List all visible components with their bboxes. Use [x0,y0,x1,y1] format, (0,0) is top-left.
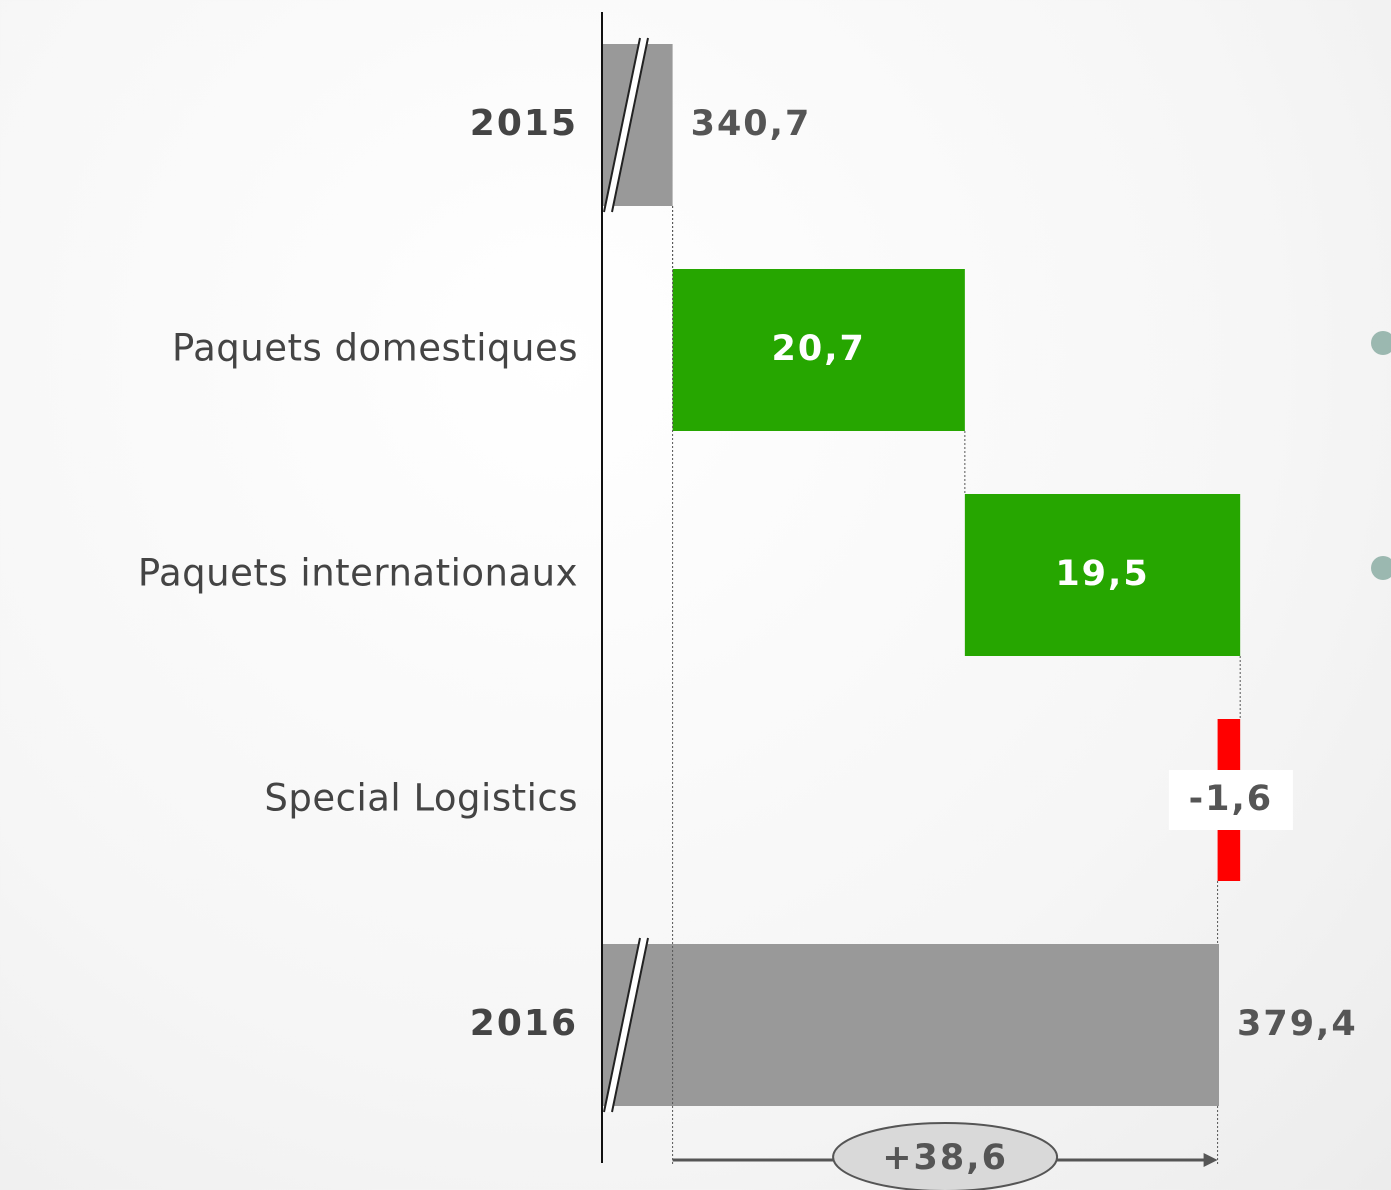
arrow-head [1203,1153,1218,1167]
value-label: 20,7 [772,329,866,369]
bullet [1371,331,1391,355]
value-label: 379,4 [1237,1004,1358,1044]
category-label: Special Logistics [264,777,578,820]
annotation-label: +38,6 [882,1138,1008,1178]
axis-break [604,38,648,212]
value-label: 340,7 [691,104,812,144]
category-label: 2016 [470,1003,578,1044]
bar [964,494,1241,656]
axis-break [611,937,649,1113]
value-label: -1,6 [1189,779,1274,819]
bar [672,269,965,431]
bullet [1371,556,1391,580]
axis-break [604,938,648,1112]
annotation-bubble [832,1122,1059,1190]
label-background [1168,770,1293,830]
axis-break [611,37,649,213]
category-label: Paquets internationaux [138,552,578,595]
value-label: 19,5 [1055,554,1149,594]
axis-break [603,937,641,1113]
bar [602,944,1219,1106]
category-label: 2015 [470,103,578,144]
axis-break [603,37,641,213]
category-label: Paquets domestiques [172,327,578,370]
